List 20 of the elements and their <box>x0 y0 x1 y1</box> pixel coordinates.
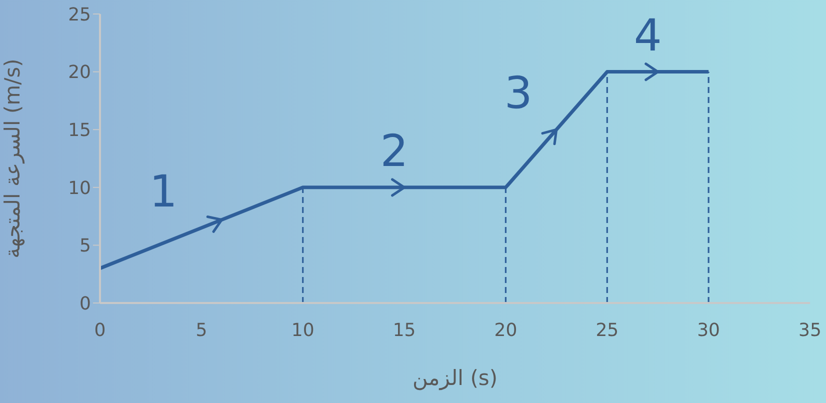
x-tick-label: 0 <box>94 320 106 341</box>
x-tick-label: 15 <box>392 320 416 341</box>
y-tick-label: 5 <box>80 236 91 257</box>
x-tick-label: 25 <box>596 320 619 341</box>
y-tick-label: 25 <box>68 4 91 26</box>
y-tick-label: 10 <box>68 178 91 199</box>
y-tick-label: 15 <box>68 120 91 141</box>
x-tick-label: 20 <box>494 320 518 341</box>
annotation: 2 <box>380 126 408 177</box>
y-tick-label: 0 <box>80 293 91 314</box>
x-tick-label: 10 <box>291 320 314 341</box>
y-axis-title: السرعة المتجهة (m/s) <box>0 58 26 258</box>
annotation: 4 <box>634 10 662 62</box>
x-tick-label: 5 <box>196 320 208 341</box>
x-tick-label: 35 <box>798 320 822 341</box>
x-axis-title: الزمن (s) <box>412 366 498 391</box>
y-tick-label: 20 <box>68 62 91 84</box>
x-tick-label: 30 <box>697 320 720 341</box>
annotation: 3 <box>504 68 532 120</box>
annotation: 1 <box>149 166 178 218</box>
